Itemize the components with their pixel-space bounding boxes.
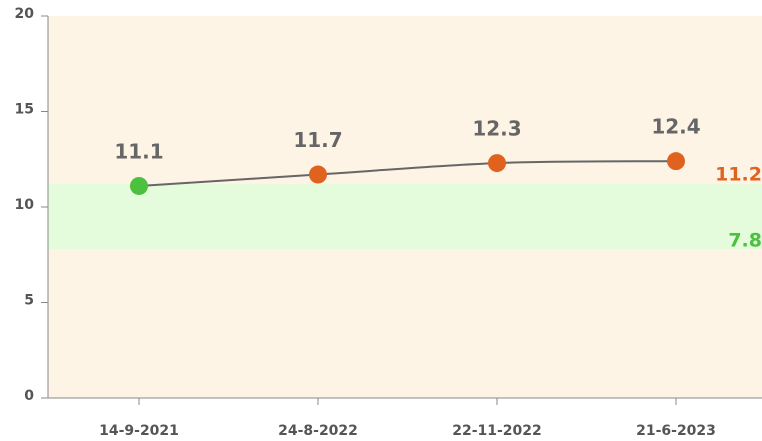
point: [309, 165, 327, 184]
x-tick-label: 24-8-2022: [278, 423, 358, 439]
value-label: 12.4: [651, 115, 700, 139]
y-tick-label: 20: [15, 6, 35, 22]
band-high-label: 11.2: [715, 164, 762, 186]
reference-band: [48, 184, 762, 250]
x-tick-label: 21-6-2023: [636, 423, 716, 439]
y-tick-label: 5: [24, 293, 34, 309]
value-label: 11.7: [293, 128, 342, 152]
x-tick-label: 14-9-2021: [99, 423, 179, 439]
point: [488, 154, 506, 173]
value-label: 11.1: [114, 139, 163, 163]
band-low-label: 7.8: [728, 230, 762, 252]
series-line: [138, 160, 677, 187]
point: [130, 176, 148, 195]
x-tick-label: 22-11-2022: [452, 423, 542, 439]
y-tick-label: 0: [24, 388, 34, 404]
y-tick-label: 10: [15, 197, 35, 213]
y-tick-label: 15: [15, 102, 34, 118]
value-label: 12.3: [472, 117, 521, 141]
point: [667, 152, 685, 171]
